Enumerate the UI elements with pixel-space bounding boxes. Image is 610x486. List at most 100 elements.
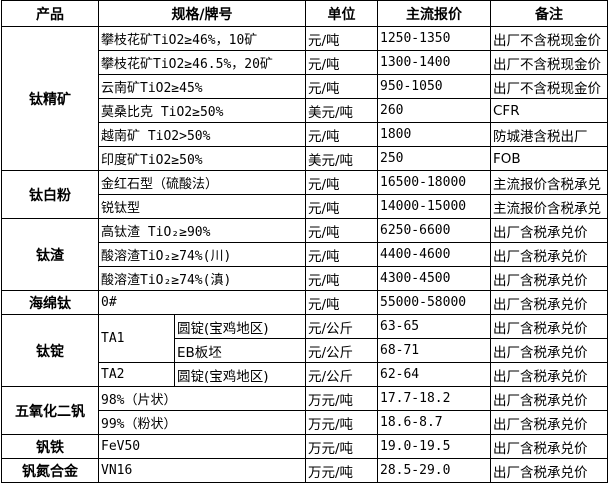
header-note: 备注 [490,0,608,27]
price-cell: 1300-1400 [377,50,491,75]
note-cell: 出厂不含税现金价 [490,26,608,51]
note-cell: 防城港含税出厂 [490,122,608,147]
note-cell: 出厂含税承兑价 [490,338,608,363]
product-name: 钛白粉 [1,170,99,219]
note-cell: 出厂含税承兑价 [490,242,608,267]
product-name: 钛锭 [1,314,99,387]
unit-cell: 元/吨 [305,50,378,75]
price-cell: 250 [377,146,491,171]
note-cell: 出厂含税承兑价 [490,266,608,291]
spec-cell: 印度矿TiO2≥50% [98,146,306,171]
table-row: 钒铁 FeV50 万元/吨 19.0-19.5 出厂含税承兑价 [1,434,608,459]
spec-cell: 金红石型（硫酸法） [98,170,306,195]
spec-cell: 酸溶渣TiO₂≥74%(川) [98,242,306,267]
table-row: 钛锭 TA1 圆锭(宝鸡地区) 元/公斤 63-65 出厂含税承兑价 [1,314,608,387]
grade-cell: TA2 [98,362,175,387]
price-cell: 17.7-18.2 [377,386,491,411]
header-price: 主流报价 [377,0,491,27]
price-cell: 260 [377,98,491,123]
spec-cell: 攀枝花矿TiO2≥46%，10矿 [98,26,306,51]
table-row: 酸溶渣TiO₂≥74%(川) 元/吨 4400-4600 出厂含税承兑价 [2,242,608,267]
spec-cell: 圆锭(宝鸡地区) [174,362,306,387]
spec-cell: 0# [98,290,306,315]
spec-cell: 99%（粉状） [98,410,306,435]
table-row: 钛渣 高钛渣 TiO₂≥90% 元/吨 6250-6600 出厂含税承兑价 [1,218,608,291]
price-cell: 1800 [377,122,491,147]
price-cell: 28.5-29.0 [377,458,491,483]
note-cell: 出厂含税承兑价 [490,218,608,243]
price-cell: 68-71 [377,338,491,363]
note-cell: 出厂含税承兑价 [490,458,608,483]
product-name: 钒铁 [1,434,99,459]
note-cell: 出厂含税承兑价 [490,290,608,315]
unit-cell: 美元/吨 [305,146,378,171]
price-cell: 1250-1350 [377,26,491,51]
product-name: 钛精矿 [1,26,99,171]
table-row: 五氧化二钒 98%（片状） 万元/吨 17.7-18.2 出厂含税承兑价 [1,386,608,435]
price-cell: 18.6-8.7 [377,410,491,435]
header-product: 产品 [1,0,99,27]
note-cell: 出厂含税承兑价 [490,314,608,339]
price-cell: 14000-15000 [377,194,491,219]
note-cell: CFR [490,98,608,123]
price-cell: 4400-4600 [377,242,491,267]
unit-cell: 元/吨 [305,74,378,99]
product-name: 五氧化二钒 [1,386,99,435]
note-cell: 出厂不含税现金价 [490,50,608,75]
spec-cell: 攀枝花矿TiO2≥46.5%，20矿 [98,50,306,75]
unit-cell: 元/吨 [305,122,378,147]
header-spec: 规格/牌号 [98,0,306,27]
note-cell: 主流报价含税承兑 [490,170,608,195]
table-row: 钛精矿 攀枝花矿TiO2≥46%，10矿 元/吨 1250-1350 出厂不含税现金价 [1,26,608,171]
header-unit: 单位 [305,0,378,27]
note-cell: FOB [490,146,608,171]
spec-cell: 锐钛型 [98,194,306,219]
note-cell: 出厂含税承兑价 [490,434,608,459]
spec-cell: 圆锭(宝鸡地区) [174,314,306,339]
unit-cell: 万元/吨 [305,434,378,459]
table-row: 越南矿 TiO2>50% 元/吨 1800 防城港含税出厂 [2,122,608,147]
table-row: 云南矿TiO2≥45% 元/吨 950-1050 出厂不含税现金价 [2,74,608,99]
header-row: 产品 规格/牌号 单位 主流报价 备注 [1,0,608,27]
unit-cell: 元/吨 [305,26,378,51]
table-row: 酸溶渣TiO₂≥74%(滇) 元/吨 4300-4500 出厂含税承兑价 [2,266,608,291]
table-row: 印度矿TiO2≥50% 美元/吨 250 FOB [2,146,608,171]
table-row: 锐钛型 元/吨 14000-15000 主流报价含税承兑 [2,194,608,219]
unit-cell: 元/吨 [305,290,378,315]
unit-cell: 元/吨 [305,266,378,291]
note-cell: 出厂含税承兑价 [490,410,608,435]
unit-cell: 元/吨 [305,218,378,243]
price-cell: 19.0-19.5 [377,434,491,459]
price-cell: 55000-58000 [377,290,491,315]
unit-cell: 万元/吨 [305,386,378,411]
spec-cell: 越南矿 TiO2>50% [98,122,306,147]
spec-cell: 莫桑比克 TiO2≥50% [98,98,306,123]
note-cell: 主流报价含税承兑 [490,194,608,219]
note-cell: 出厂不含税现金价 [490,74,608,99]
unit-cell: 万元/吨 [305,458,378,483]
note-cell: 出厂含税承兑价 [490,362,608,387]
price-cell: 6250-6600 [377,218,491,243]
unit-cell: 美元/吨 [305,98,378,123]
table-row: 攀枝花矿TiO2≥46.5%，20矿 元/吨 1300-1400 出厂不含税现金价 [2,50,608,75]
price-cell: 16500-18000 [377,170,491,195]
spec-cell: 高钛渣 TiO₂≥90% [98,218,306,243]
unit-cell: 元/公斤 [305,314,378,339]
note-cell: 出厂含税承兑价 [490,386,608,411]
price-cell: 62-64 [377,362,491,387]
product-name: 钒氮合金 [1,458,99,483]
price-cell: 4300-4500 [377,266,491,291]
table-row: 海绵钛 0# 元/吨 55000-58000 出厂含税承兑价 [1,290,608,315]
product-name: 海绵钛 [1,290,99,315]
price-cell: 63-65 [377,314,491,339]
unit-cell: 万元/吨 [305,410,378,435]
price-cell: 950-1050 [377,74,491,99]
unit-cell: 元/吨 [305,194,378,219]
spec-cell: 酸溶渣TiO₂≥74%(滇) [98,266,306,291]
grade-cell: TA1 [98,314,175,363]
spec-cell: FeV50 [98,434,306,459]
unit-cell: 元/公斤 [305,338,378,363]
table-row: 钒氮合金 VN16 万元/吨 28.5-29.0 出厂含税承兑价 [1,458,608,483]
unit-cell: 元/公斤 [305,362,378,387]
